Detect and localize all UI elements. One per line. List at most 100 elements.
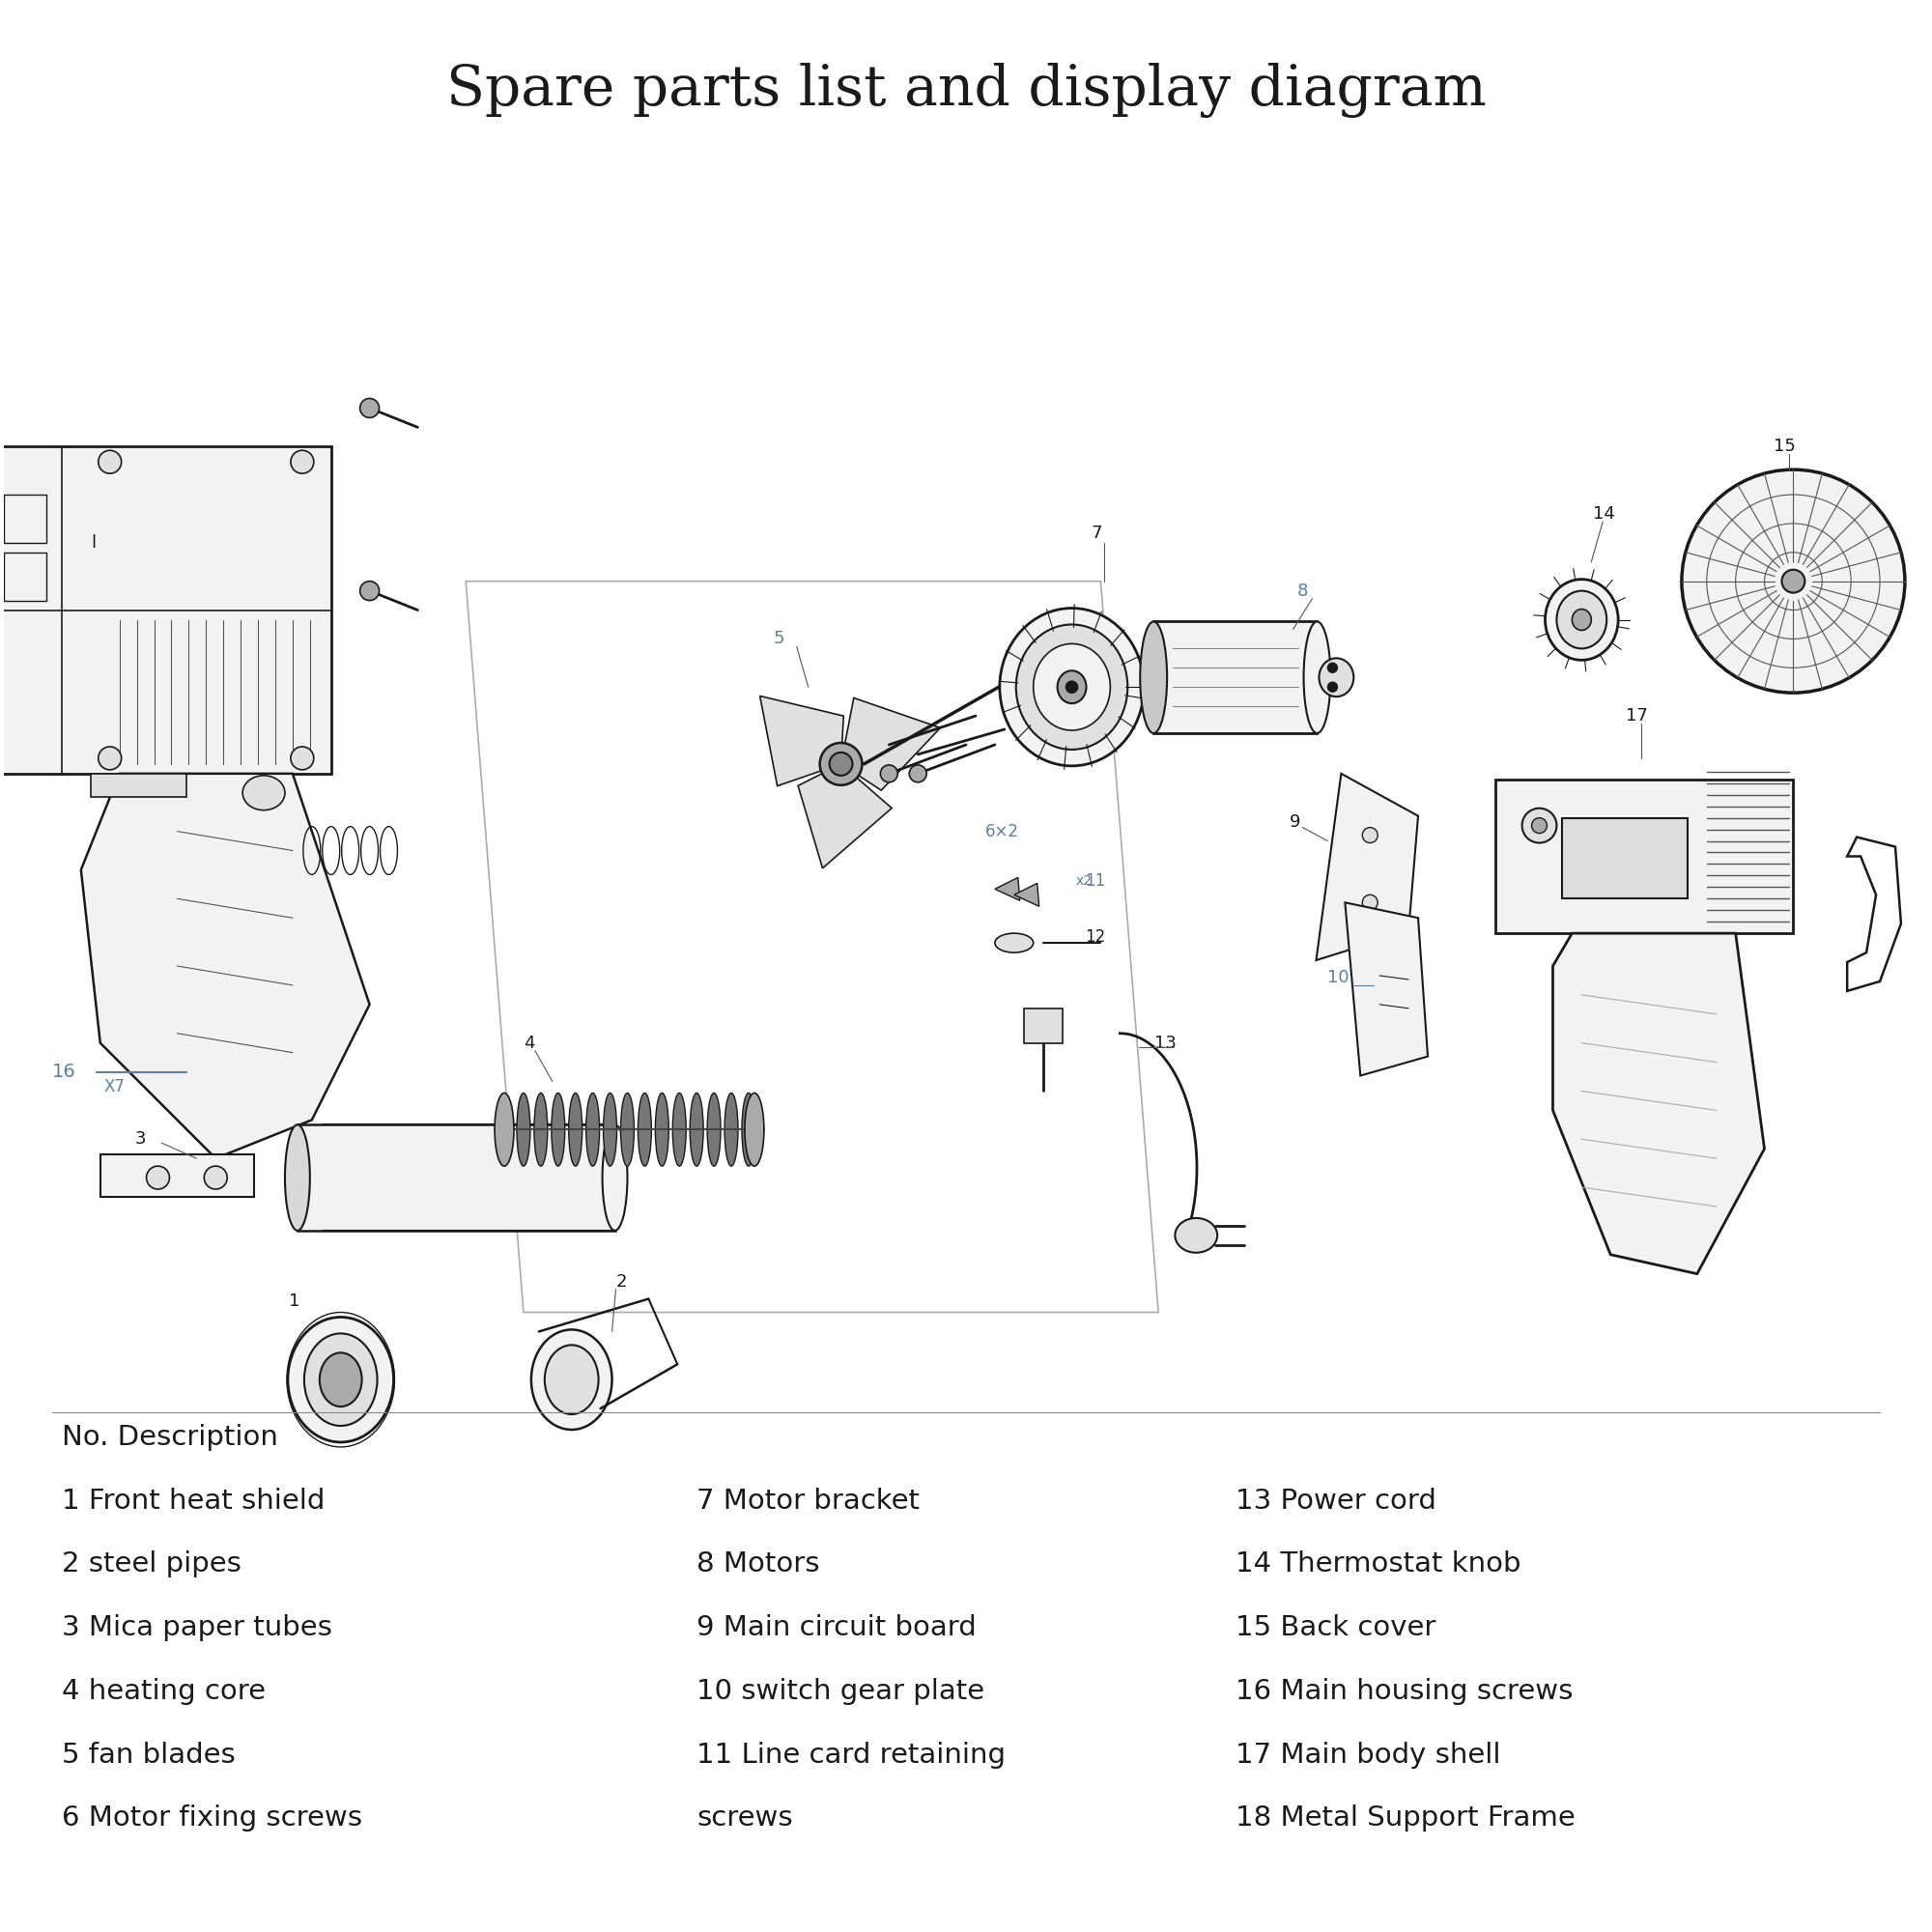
Text: X7: X7 xyxy=(104,1078,126,1095)
Ellipse shape xyxy=(147,1167,170,1190)
Text: 17 Main body shell: 17 Main body shell xyxy=(1235,1741,1501,1768)
Bar xyxy=(1563,817,1687,898)
Ellipse shape xyxy=(690,1094,703,1167)
Bar xyxy=(1153,622,1318,734)
Polygon shape xyxy=(840,697,941,790)
Ellipse shape xyxy=(359,582,379,601)
Ellipse shape xyxy=(1681,469,1905,694)
Ellipse shape xyxy=(999,609,1144,765)
Ellipse shape xyxy=(603,1094,616,1167)
Text: 7 Motor bracket: 7 Motor bracket xyxy=(697,1488,920,1515)
Bar xyxy=(4,553,46,601)
Polygon shape xyxy=(1553,933,1764,1273)
Ellipse shape xyxy=(724,1094,738,1167)
Ellipse shape xyxy=(1327,682,1337,692)
Text: 2 steel pipes: 2 steel pipes xyxy=(62,1551,242,1578)
Text: 10 switch gear plate: 10 switch gear plate xyxy=(697,1677,985,1704)
Polygon shape xyxy=(995,877,1020,900)
Ellipse shape xyxy=(1057,670,1086,703)
Text: 9: 9 xyxy=(1289,813,1300,831)
Ellipse shape xyxy=(620,1094,634,1167)
Ellipse shape xyxy=(638,1094,651,1167)
Text: 16 Main housing screws: 16 Main housing screws xyxy=(1235,1677,1573,1704)
Text: 9 Main circuit board: 9 Main circuit board xyxy=(697,1615,976,1642)
Ellipse shape xyxy=(290,746,313,769)
Polygon shape xyxy=(1316,773,1418,960)
Ellipse shape xyxy=(99,746,122,769)
Text: 16: 16 xyxy=(52,1063,75,1082)
Ellipse shape xyxy=(531,1329,612,1430)
Text: 4: 4 xyxy=(524,1034,535,1051)
Ellipse shape xyxy=(672,1094,686,1167)
Text: 8 Motors: 8 Motors xyxy=(697,1551,819,1578)
Text: 11 Line card retaining: 11 Line card retaining xyxy=(697,1741,1007,1768)
Ellipse shape xyxy=(1532,817,1548,833)
Ellipse shape xyxy=(1175,1217,1217,1252)
Text: 6×2: 6×2 xyxy=(985,823,1018,840)
Text: x2: x2 xyxy=(1076,875,1092,889)
Ellipse shape xyxy=(290,450,313,473)
Ellipse shape xyxy=(359,398,379,417)
Text: 8: 8 xyxy=(1296,582,1308,599)
Text: 5 fan blades: 5 fan blades xyxy=(62,1741,236,1768)
Ellipse shape xyxy=(603,1124,628,1231)
Bar xyxy=(298,1124,614,1231)
Ellipse shape xyxy=(516,1094,529,1167)
Text: 15: 15 xyxy=(1774,439,1797,456)
Text: 1 Front heat shield: 1 Front heat shield xyxy=(62,1488,325,1515)
Ellipse shape xyxy=(243,775,284,810)
Ellipse shape xyxy=(655,1094,668,1167)
Ellipse shape xyxy=(1557,591,1607,649)
Text: 1: 1 xyxy=(288,1293,299,1310)
Text: 3: 3 xyxy=(135,1130,147,1148)
Text: 12: 12 xyxy=(1086,929,1105,947)
Ellipse shape xyxy=(881,765,898,782)
Text: 15 Back cover: 15 Back cover xyxy=(1235,1615,1435,1642)
Ellipse shape xyxy=(303,1333,377,1426)
Text: 10: 10 xyxy=(1327,968,1350,985)
Text: 17: 17 xyxy=(1627,707,1648,724)
Ellipse shape xyxy=(1362,895,1378,910)
Ellipse shape xyxy=(568,1094,582,1167)
Ellipse shape xyxy=(284,1124,309,1231)
Ellipse shape xyxy=(1140,622,1167,734)
Text: 18 Metal Support Frame: 18 Metal Support Frame xyxy=(1235,1804,1575,1832)
Text: 5: 5 xyxy=(773,630,784,647)
Bar xyxy=(0,446,330,773)
Ellipse shape xyxy=(1362,827,1378,842)
Bar xyxy=(100,1155,255,1196)
Ellipse shape xyxy=(1066,682,1078,694)
Text: 4 heating core: 4 heating core xyxy=(62,1677,265,1704)
Text: 7: 7 xyxy=(1092,524,1101,541)
Polygon shape xyxy=(759,696,844,786)
Ellipse shape xyxy=(99,450,122,473)
Text: 13 Power cord: 13 Power cord xyxy=(1235,1488,1435,1515)
Polygon shape xyxy=(81,773,369,1159)
Ellipse shape xyxy=(910,765,927,782)
Text: 6 Motor fixing screws: 6 Motor fixing screws xyxy=(62,1804,361,1832)
Ellipse shape xyxy=(288,1318,394,1441)
Text: 2: 2 xyxy=(616,1273,628,1291)
Text: 13: 13 xyxy=(1155,1034,1177,1051)
Ellipse shape xyxy=(545,1345,599,1414)
Text: 11: 11 xyxy=(1086,873,1105,891)
Ellipse shape xyxy=(744,1094,763,1167)
Ellipse shape xyxy=(1034,643,1111,730)
Ellipse shape xyxy=(829,752,852,775)
Bar xyxy=(4,495,46,543)
Ellipse shape xyxy=(1320,659,1354,697)
Text: 14: 14 xyxy=(1594,504,1615,522)
Text: screws: screws xyxy=(697,1804,792,1832)
Ellipse shape xyxy=(319,1352,361,1406)
Ellipse shape xyxy=(1327,663,1337,672)
Ellipse shape xyxy=(1781,570,1804,593)
Ellipse shape xyxy=(533,1094,547,1167)
Ellipse shape xyxy=(495,1094,514,1167)
Ellipse shape xyxy=(551,1094,564,1167)
Text: No. Description: No. Description xyxy=(62,1424,278,1451)
Ellipse shape xyxy=(585,1094,599,1167)
Polygon shape xyxy=(1345,902,1428,1076)
Ellipse shape xyxy=(1546,580,1619,661)
Bar xyxy=(1024,1009,1063,1043)
Text: l: l xyxy=(91,533,95,551)
